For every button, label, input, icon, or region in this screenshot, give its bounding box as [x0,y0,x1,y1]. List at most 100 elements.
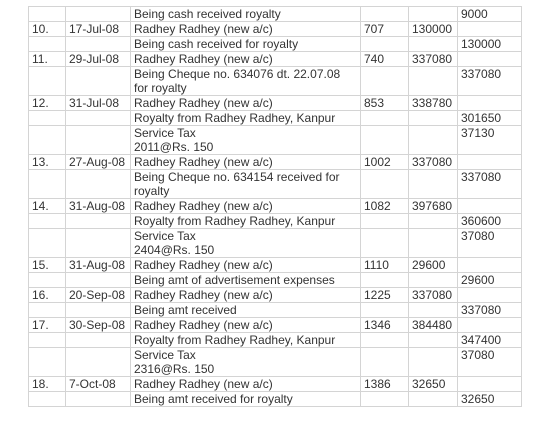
text-line: for royalty [134,81,187,95]
ledger-folio [360,228,409,258]
debit-amount: 397680 [408,198,458,214]
entry-date: 29-Jul-08 [65,51,131,67]
credit-amount: 37080 [457,347,522,377]
particulars: Radhey Radhey (new a/c) [130,95,361,111]
ledger-folio: 853 [360,95,409,111]
entry-number: 15. [28,257,66,273]
ledger-folio [360,110,409,126]
ledger-folio: 1346 [360,317,409,333]
particulars: Being Cheque no. 634076 dt. 22.07.08 for … [130,66,361,96]
credit-amount: 301650 [457,110,522,126]
particulars: Radhey Radhey (new a/c) [130,257,361,273]
entry-date [65,391,131,407]
debit-amount: 32650 [408,376,458,392]
debit-amount [408,391,458,407]
credit-amount: 32650 [457,391,522,407]
credit-amount [457,257,522,273]
entry-date: 7-Oct-08 [65,376,131,392]
ledger-folio [360,332,409,348]
debit-amount [408,125,458,155]
particulars: Royalty from Radhey Radhey, Kanpur [130,332,361,348]
journal-table: Being cash received royalty 9000 10. 17-Ju… [28,6,522,407]
ledger-folio: 707 [360,21,409,37]
debit-amount: 384480 [408,317,458,333]
debit-amount [408,110,458,126]
debit-amount [408,272,458,288]
ledger-folio: 1225 [360,287,409,303]
entry-number: 14. [28,198,66,214]
credit-amount [457,198,522,214]
entry-date [65,66,131,96]
text-line: Service Tax [134,348,196,363]
debit-amount [408,169,458,199]
particulars: Radhey Radhey (new a/c) [130,287,361,303]
ledger-folio [360,36,409,52]
table-row: 15. 31-Aug-08 Radhey Radhey (new a/c) 1110 2… [28,257,522,273]
ledger: Being cash received royalty 9000 10. 17-Ju… [28,6,522,407]
entry-date: 31-Jul-08 [65,95,131,111]
table-row: Service Tax 2404@Rs. 150 37080 [28,228,522,258]
table-row: 18. 7-Oct-08 Radhey Radhey (new a/c) 1386 32… [28,376,522,392]
credit-amount [457,376,522,392]
credit-amount: 337080 [457,302,522,318]
particulars: Being Cheque no. 634154 received for roya… [130,169,361,199]
particulars: Radhey Radhey (new a/c) [130,21,361,37]
entry-number [28,228,66,258]
entry-date: 30-Sep-08 [65,317,131,333]
credit-amount [457,154,522,170]
entry-number: 10. [28,21,66,37]
table-row: 17. 30-Sep-08 Radhey Radhey (new a/c) 1346 3… [28,317,522,333]
text-line: Being Cheque no. 634154 received for [134,170,340,185]
entry-number [28,332,66,348]
credit-amount: 37080 [457,228,522,258]
entry-date [65,302,131,318]
debit-amount: 337080 [408,51,458,67]
entry-number [28,125,66,155]
debit-amount [408,66,458,96]
entry-number [28,169,66,199]
entry-date [65,213,131,229]
particulars: Radhey Radhey (new a/c) [130,198,361,214]
table-row: Being amt received for royalty 32650 [28,391,522,407]
table-row: Royalty from Radhey Radhey, Kanpur 30165… [28,110,522,126]
entry-number [28,110,66,126]
entry-date: 31-Aug-08 [65,257,131,273]
entry-number [28,6,66,22]
particulars: Royalty from Radhey Radhey, Kanpur [130,110,361,126]
credit-amount [457,317,522,333]
particulars: Being amt received for royalty [130,391,361,407]
ledger-folio: 1002 [360,154,409,170]
ledger-folio: 740 [360,51,409,67]
debit-amount: 130000 [408,21,458,37]
credit-amount: 9000 [457,6,522,22]
entry-date [65,347,131,377]
ledger-folio [360,6,409,22]
table-row: Being Cheque no. 634154 received for roya… [28,169,522,199]
table-row: Being amt of advertisement expenses 2960… [28,272,522,288]
entry-date [65,272,131,288]
text-line: 2011@Rs. 150 [134,140,214,154]
table-row: Being cash received royalty 9000 [28,6,522,22]
entry-date [65,169,131,199]
table-row: Royalty from Radhey Radhey, Kanpur 36060… [28,213,522,229]
entry-date [65,36,131,52]
entry-date: 31-Aug-08 [65,198,131,214]
particulars: Radhey Radhey (new a/c) [130,154,361,170]
ledger-folio [360,125,409,155]
table-row: 14. 31-Aug-08 Radhey Radhey (new a/c) 1082 3… [28,198,522,214]
table-row: Being Cheque no. 634076 dt. 22.07.08 for … [28,66,522,96]
table-row: 11. 29-Jul-08 Radhey Radhey (new a/c) 740 33… [28,51,522,67]
debit-amount [408,36,458,52]
ledger-folio: 1110 [360,257,409,273]
debit-amount [408,6,458,22]
debit-amount: 338780 [408,95,458,111]
text-line: Service Tax [134,126,196,141]
particulars: Being cash received royalty [130,6,361,22]
table-row: Service Tax 2011@Rs. 150 37130 [28,125,522,155]
credit-amount [457,21,522,37]
text-line: Service Tax [134,229,196,244]
particulars: Radhey Radhey (new a/c) [130,51,361,67]
debit-amount: 337080 [408,154,458,170]
debit-amount [408,228,458,258]
